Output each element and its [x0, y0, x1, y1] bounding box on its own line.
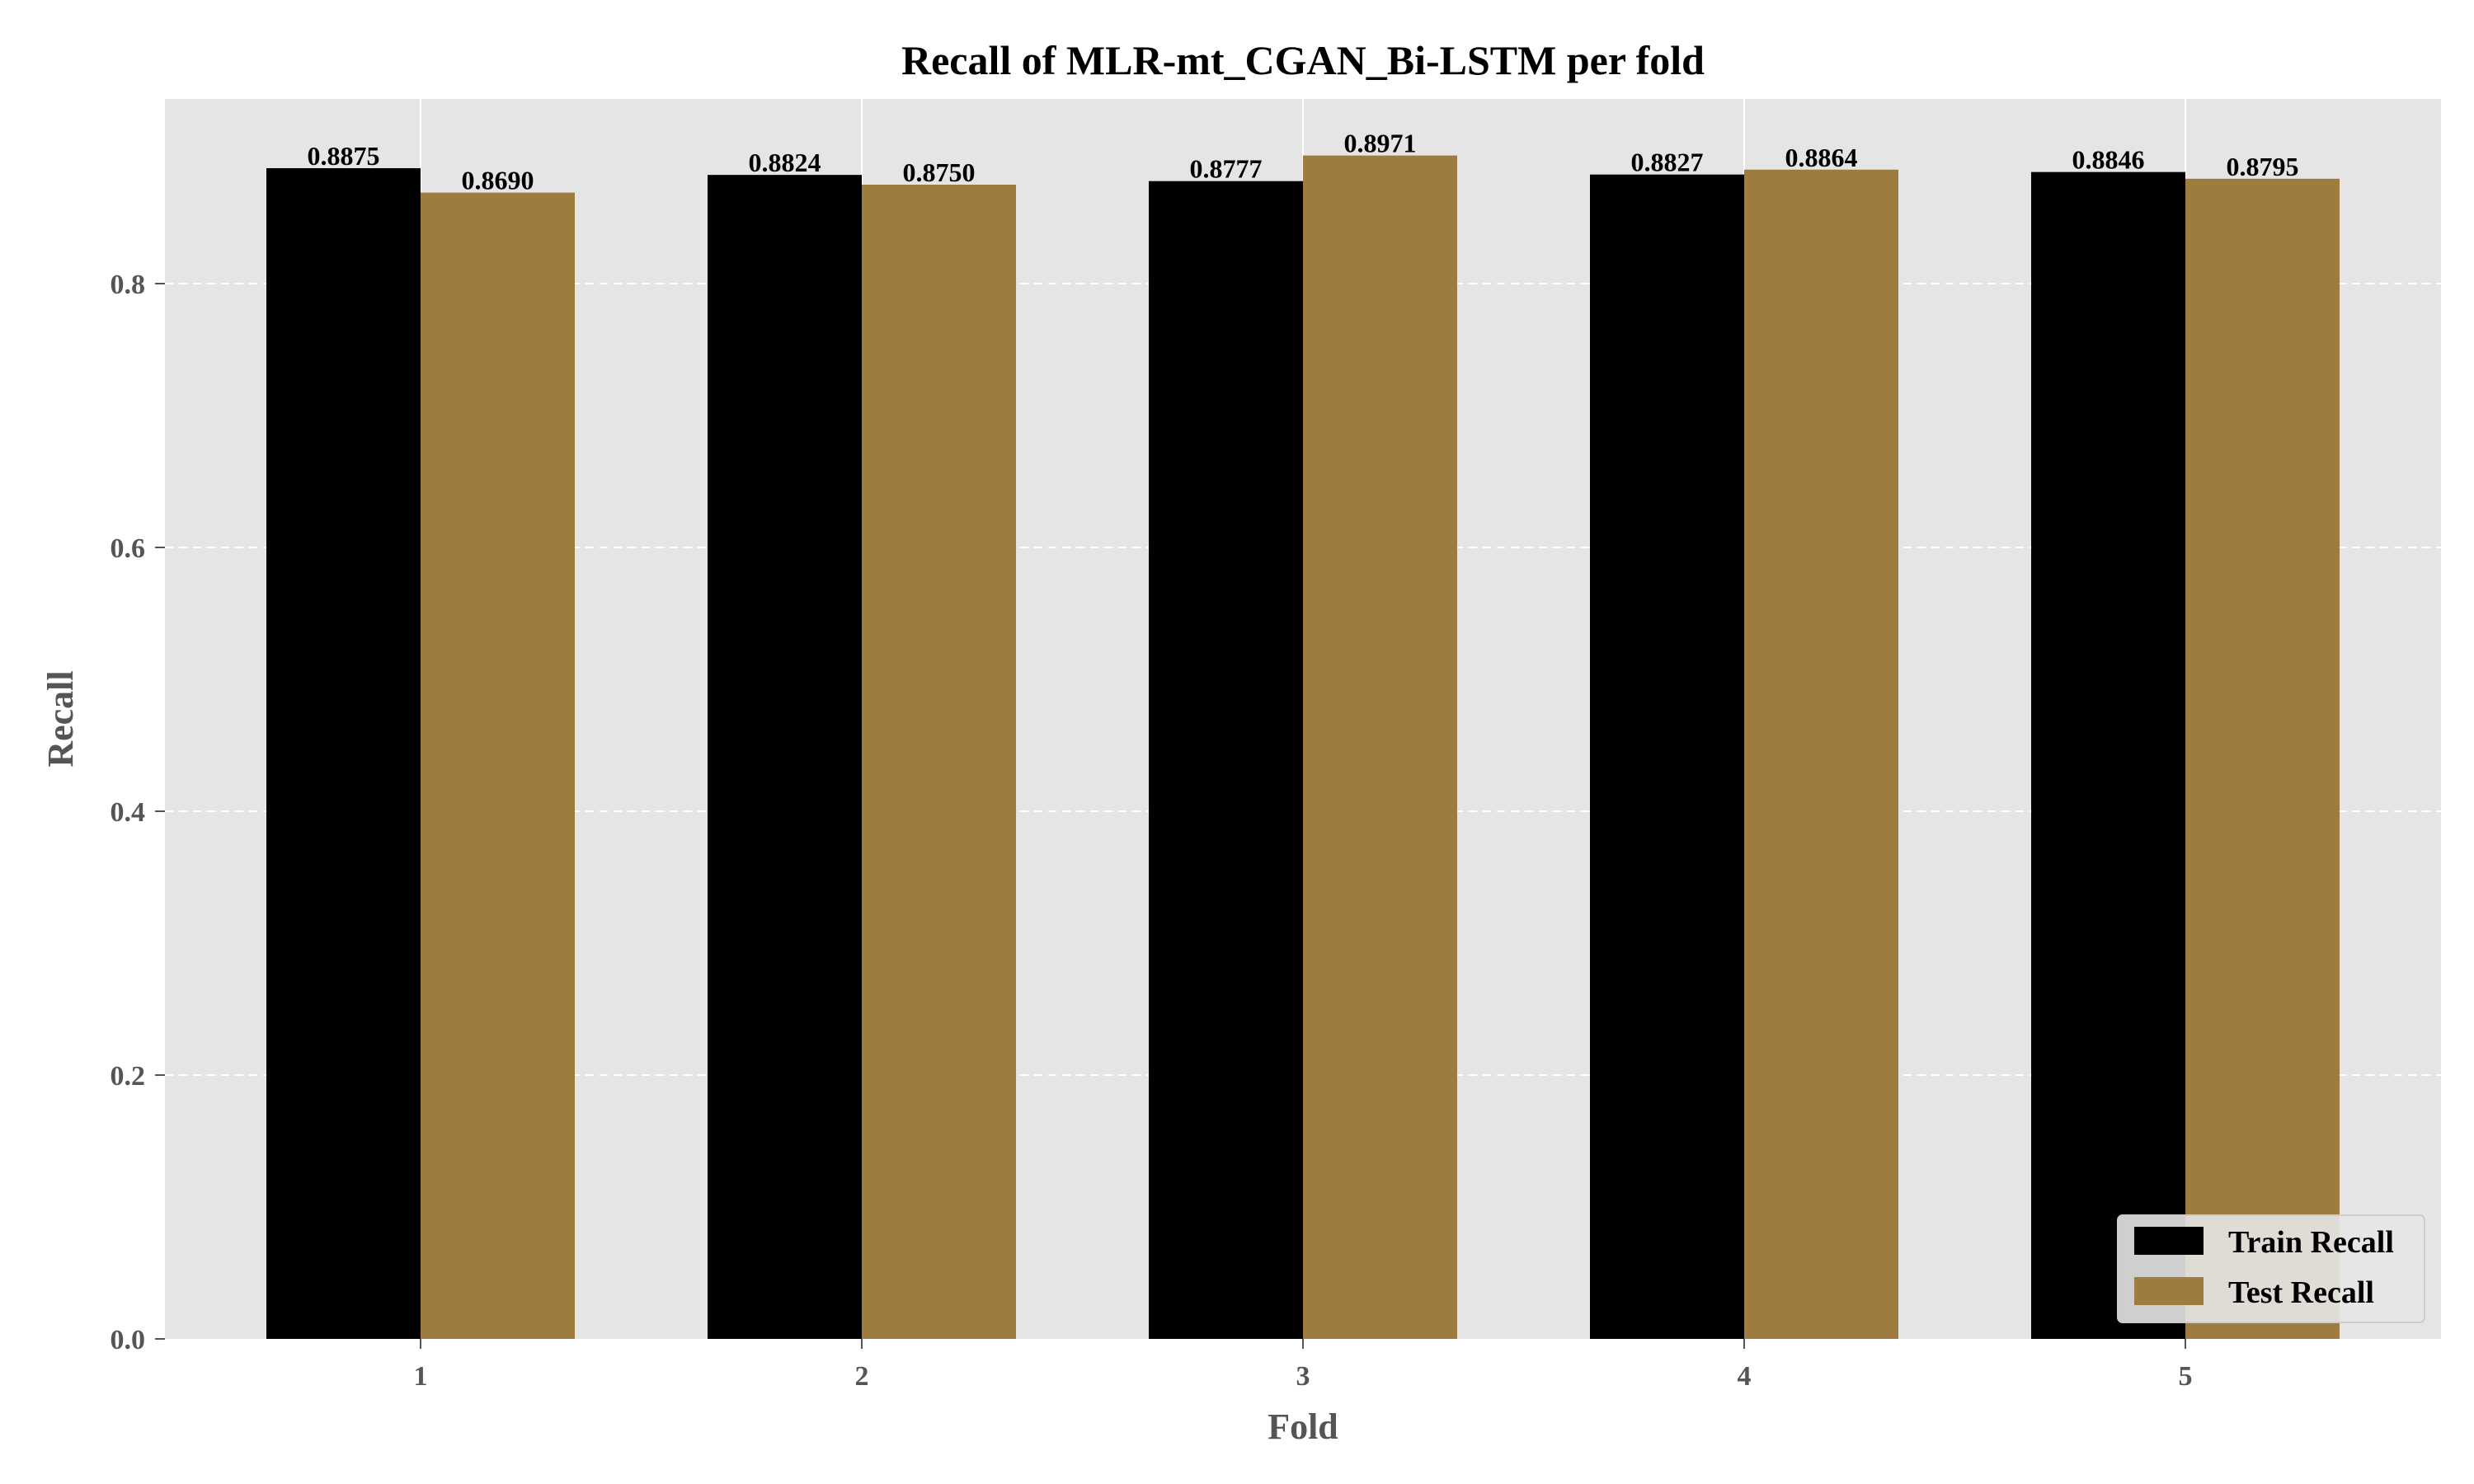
train-recall-value-label: 0.8846	[2072, 145, 2145, 175]
x-axis-ticks: 1 2 3 4 5	[414, 1339, 2193, 1392]
test-recall-value-label: 0.8864	[1785, 143, 1858, 172]
train-recall-bar	[1590, 174, 1744, 1340]
test-recall-bar	[862, 185, 1016, 1339]
bars	[266, 155, 2340, 1340]
y-tick-label: 0.0	[111, 1325, 146, 1355]
test-recall-bar	[421, 192, 575, 1340]
test-recall-value-label: 0.8690	[462, 166, 534, 195]
x-tick-label: 1	[414, 1361, 428, 1392]
chart-title: Recall of MLR-mt_CGAN_Bi-LSTM per fold	[901, 37, 1705, 83]
test-recall-bar	[1744, 169, 1898, 1339]
y-tick-label: 0.4	[111, 797, 146, 828]
train-recall-bar	[2031, 171, 2185, 1339]
test-recall-value-label: 0.8795	[2227, 152, 2299, 181]
test-recall-bar	[2185, 178, 2340, 1339]
y-axis-ticks: 0.0 0.2 0.4 0.6 0.8	[111, 270, 165, 1355]
legend-label-train: Train Recall	[2228, 1225, 2394, 1260]
data-labels: 0.8875 0.8824 0.8777 0.8827 0.8846 0.8690 0.87…	[308, 129, 2299, 195]
x-tick-label: 3	[1296, 1361, 1310, 1392]
legend-swatch-train	[2134, 1227, 2204, 1255]
legend: Train Recall Test Recall	[2117, 1214, 2425, 1323]
x-tick-label: 2	[855, 1361, 869, 1392]
train-recall-bar	[1149, 181, 1303, 1340]
train-recall-value-label: 0.8875	[308, 141, 380, 171]
train-recall-value-label: 0.8827	[1631, 148, 1704, 177]
y-tick-label: 0.8	[111, 270, 146, 300]
x-tick-label: 5	[2179, 1361, 2193, 1392]
legend-label-test: Test Recall	[2228, 1275, 2374, 1310]
y-tick-label: 0.6	[111, 533, 146, 564]
train-recall-bar	[708, 175, 862, 1339]
legend-swatch-test	[2134, 1277, 2204, 1305]
test-recall-value-label: 0.8971	[1344, 129, 1417, 158]
train-recall-value-label: 0.8824	[749, 148, 821, 177]
x-tick-label: 4	[1738, 1361, 1752, 1392]
train-recall-value-label: 0.8777	[1190, 154, 1263, 184]
test-recall-value-label: 0.8750	[903, 157, 976, 187]
y-tick-label: 0.2	[111, 1061, 146, 1092]
x-axis-label: Fold	[1268, 1407, 1338, 1447]
test-recall-bar	[1303, 155, 1457, 1339]
train-recall-bar	[266, 168, 421, 1339]
y-axis-label: Recall	[40, 670, 81, 767]
